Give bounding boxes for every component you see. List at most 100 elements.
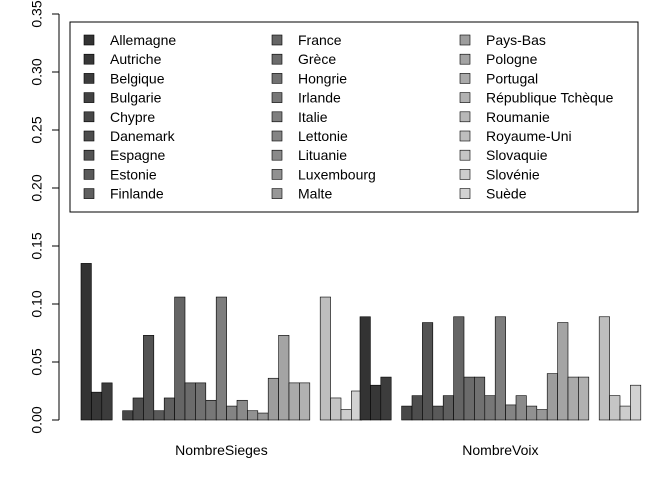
bar-NombreVoix-Finlande [442,395,454,421]
legend-swatch [271,149,283,161]
legend-swatch [83,169,95,180]
bar-NombreSieges-Slovaquie [330,397,342,421]
legend-entry: Lettonie [298,128,348,144]
bar-NombreVoix-Pologne [557,322,569,421]
y-tick-label: 0.35 [29,0,45,27]
x-category-label: NombreVoix [462,442,538,458]
legend-entry: France [298,32,342,48]
legend-entry: Pays-Bas [486,32,546,48]
bar-NombreSieges-Hongrie [195,382,207,421]
legend-swatch [83,130,95,142]
bar-NombreSieges-Pays-Bas [267,377,279,421]
legend-entry: Malte [298,186,332,202]
bar-NombreVoix-Estonie [432,405,444,421]
legend-swatch [271,111,283,123]
bar-NombreVoix-Slovaquie [609,395,621,421]
legend-entry: Danemark [110,128,176,144]
bar-NombreSieges-Malte [257,412,269,421]
y-tick-label: 0.25 [29,116,45,143]
bar-NombreSieges-Allemagne [80,263,92,421]
y-tick-label: 0.30 [29,58,45,85]
bar-NombreSieges-Finlande [163,397,175,421]
bar-NombreVoix-Luxembourg [526,405,538,421]
legend-box [69,21,639,213]
legend-entry: Royaume-Uni [486,128,572,144]
legend-swatch [271,169,283,180]
bar-NombreVoix-Lituanie [515,395,527,421]
legend-swatch [83,188,95,199]
bar-NombreSieges-Italie [215,296,227,421]
legend-entry: Chypre [110,109,155,125]
bar-NombreSieges-Royaume-Uni [319,296,331,421]
legend-entry: Lituanie [298,147,347,163]
legend-swatch [459,73,471,84]
y-tick-label: 0.20 [29,174,45,201]
bar-NombreSieges-Lettonie [226,405,238,421]
bar-NombreVoix-France [453,316,465,421]
legend-entry: Belgique [110,70,165,86]
bar-NombreVoix-Grèce [463,376,475,421]
legend-swatch [271,130,283,142]
legend-entry: Estonie [110,166,157,182]
legend-swatch [459,34,471,46]
legend-entry: Finlande [110,186,164,202]
bar-NombreVoix-Irlande [484,395,496,421]
legend: Allemagne Autriche Belgique Bulgarie Chypre D… [69,21,639,213]
bar-NombreVoix-Autriche [370,384,382,421]
legend-swatch [271,92,283,103]
bar-NombreVoix-Malte [536,409,548,421]
legend-entry: Grèce [298,51,336,67]
bar-NombreVoix-Lettonie [505,404,517,421]
legend-swatch [459,169,471,180]
legend-entry: Slovaquie [486,147,548,163]
bar-NombreSieges-Chypre [122,410,134,421]
legend-entry: Italie [298,109,328,125]
legend-swatch [459,53,471,65]
legend-entry: Allemagne [110,32,176,48]
legend-swatch [83,73,95,84]
legend-swatch [459,111,471,123]
bar-NombreSieges-Luxembourg [247,410,259,421]
legend-swatch [459,130,471,142]
legend-entry: Luxembourg [298,166,376,182]
bar-NombreVoix-Portugal [567,376,579,421]
legend-entry: Bulgarie [110,90,162,106]
bar-NombreSieges-Pologne [278,335,290,421]
legend-swatch [459,149,471,161]
bar-NombreVoix-Allemagne [359,316,371,421]
legend-entry: Autriche [110,51,162,67]
bar-NombreSieges-République Tchèque [299,382,311,421]
y-tick-label: 0.00 [29,406,45,433]
legend-swatch [83,53,95,65]
legend-swatch [459,92,471,103]
bar-NombreVoix-République Tchèque [578,376,590,421]
bar-NombreVoix-Belgique [380,376,392,421]
bar-NombreSieges-Autriche [91,391,103,421]
bar-NombreVoix-Chypre [401,405,413,421]
legend-entry: Espagne [110,147,165,163]
legend-swatch [459,188,471,199]
legend-swatch [271,53,283,65]
bars [80,263,642,421]
y-axis: 0.00 0.05 0.10 0.15 0.20 0.25 0.30 0.35 [29,0,60,434]
legend-swatch [271,34,283,46]
bar-NombreSieges-Portugal [288,382,300,421]
bar-NombreSieges-Slovénie [340,409,352,421]
legend-swatch [83,111,95,123]
legend-entry: Irlande [298,90,341,106]
bar-NombreVoix-Danemark [411,395,423,421]
bar-NombreSieges-Grèce [184,382,196,421]
bar-NombreVoix-Slovénie [619,405,631,421]
legend-entry: Hongrie [298,70,347,86]
y-tick-label: 0.10 [29,290,45,317]
x-axis-labels: NombreSieges NombreVoix [175,442,538,458]
bar-NombreSieges-Danemark [132,397,144,421]
bar-NombreSieges-Belgique [101,382,113,421]
legend-swatch [271,73,283,84]
legend-entry: Pologne [486,51,538,67]
legend-entry: République Tchèque [486,90,614,106]
y-tick-label: 0.15 [29,232,45,259]
legend-swatch [83,92,95,103]
legend-swatch [271,188,283,199]
